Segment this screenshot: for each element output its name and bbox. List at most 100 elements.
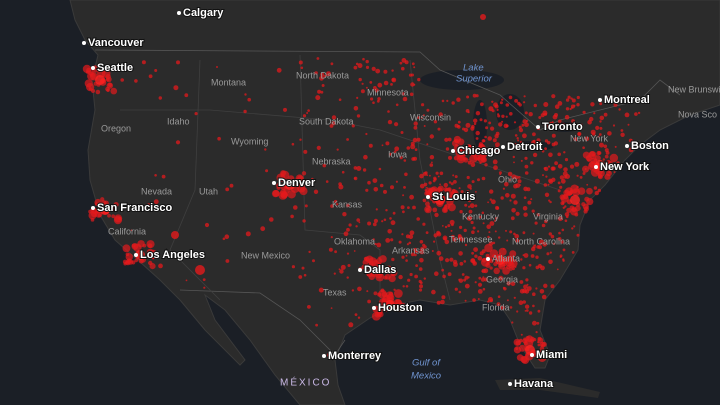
dot bbox=[457, 152, 466, 161]
dot bbox=[592, 132, 596, 136]
dot bbox=[100, 205, 110, 215]
dot bbox=[171, 231, 179, 239]
dot bbox=[462, 127, 465, 131]
dot bbox=[509, 250, 517, 258]
dot bbox=[148, 74, 153, 79]
dot bbox=[433, 233, 438, 238]
dot bbox=[489, 249, 499, 258]
dot bbox=[433, 240, 436, 243]
dot bbox=[362, 168, 367, 172]
dot bbox=[475, 111, 481, 116]
dot bbox=[379, 183, 384, 188]
dot bbox=[494, 146, 500, 151]
dot bbox=[373, 187, 379, 192]
dot bbox=[357, 286, 362, 292]
dot bbox=[585, 155, 592, 162]
dot bbox=[403, 186, 406, 189]
dot bbox=[436, 300, 441, 305]
dot bbox=[402, 210, 405, 214]
dot bbox=[411, 73, 414, 77]
dot bbox=[477, 289, 483, 294]
dot bbox=[385, 209, 388, 212]
dot bbox=[481, 249, 486, 254]
dot bbox=[285, 180, 295, 190]
dot bbox=[607, 131, 612, 136]
dot bbox=[485, 126, 489, 130]
region-label: Montana bbox=[211, 77, 246, 87]
dot bbox=[564, 158, 569, 162]
dot bbox=[413, 83, 416, 86]
dot bbox=[457, 138, 465, 146]
dot bbox=[523, 186, 528, 192]
dot bbox=[460, 190, 464, 194]
dot bbox=[375, 265, 385, 275]
dot bbox=[390, 83, 393, 86]
dot bbox=[374, 88, 379, 93]
dot bbox=[315, 323, 318, 327]
dot bbox=[493, 267, 500, 275]
region-label: Georgia bbox=[486, 274, 518, 284]
dot bbox=[398, 240, 402, 244]
dot bbox=[353, 176, 358, 181]
dot bbox=[467, 184, 472, 189]
dot bbox=[131, 243, 139, 250]
dot bbox=[599, 115, 605, 121]
dot bbox=[451, 101, 455, 105]
dot bbox=[372, 101, 375, 104]
dot bbox=[612, 124, 616, 127]
dot bbox=[418, 267, 423, 271]
dot bbox=[571, 119, 575, 123]
dot bbox=[537, 309, 541, 313]
dot bbox=[394, 146, 400, 152]
dot bbox=[185, 279, 188, 282]
dot bbox=[458, 251, 463, 256]
dot bbox=[413, 66, 416, 69]
dot bbox=[576, 174, 579, 177]
dot bbox=[446, 99, 449, 102]
dot bbox=[480, 14, 486, 20]
dot bbox=[501, 120, 504, 123]
dot bbox=[457, 125, 461, 129]
dot bbox=[416, 217, 421, 221]
dot bbox=[543, 183, 548, 187]
dot bbox=[134, 258, 139, 263]
city-label: Vancouver bbox=[88, 37, 144, 49]
dot bbox=[410, 252, 415, 257]
dot bbox=[544, 147, 547, 151]
dot bbox=[532, 132, 536, 137]
dot bbox=[449, 219, 455, 225]
dot bbox=[506, 299, 509, 302]
dot bbox=[561, 122, 565, 127]
dot bbox=[490, 126, 495, 131]
dot bbox=[367, 221, 372, 226]
dot bbox=[414, 274, 418, 279]
dot bbox=[381, 144, 384, 147]
dot bbox=[505, 255, 514, 265]
dot bbox=[161, 174, 166, 179]
dot bbox=[313, 189, 319, 194]
city-label: Houston bbox=[378, 302, 423, 314]
dot bbox=[491, 100, 494, 104]
dot bbox=[559, 255, 562, 258]
city-marker bbox=[451, 149, 455, 153]
cuba bbox=[495, 378, 600, 398]
city-label: Havana bbox=[514, 378, 554, 390]
dot bbox=[471, 180, 475, 184]
dot bbox=[358, 221, 361, 224]
dot bbox=[405, 234, 410, 239]
dot bbox=[448, 155, 452, 160]
dot bbox=[458, 290, 462, 294]
dot bbox=[509, 112, 513, 116]
region-label: New Brunswick bbox=[668, 84, 720, 94]
dot bbox=[513, 200, 518, 205]
dot bbox=[543, 283, 548, 288]
dot bbox=[298, 60, 303, 65]
dot bbox=[217, 136, 221, 141]
dot bbox=[498, 122, 503, 127]
city-marker bbox=[82, 41, 86, 45]
dot bbox=[495, 205, 499, 210]
dot bbox=[510, 281, 516, 287]
dot bbox=[525, 345, 535, 355]
dot bbox=[607, 160, 614, 167]
